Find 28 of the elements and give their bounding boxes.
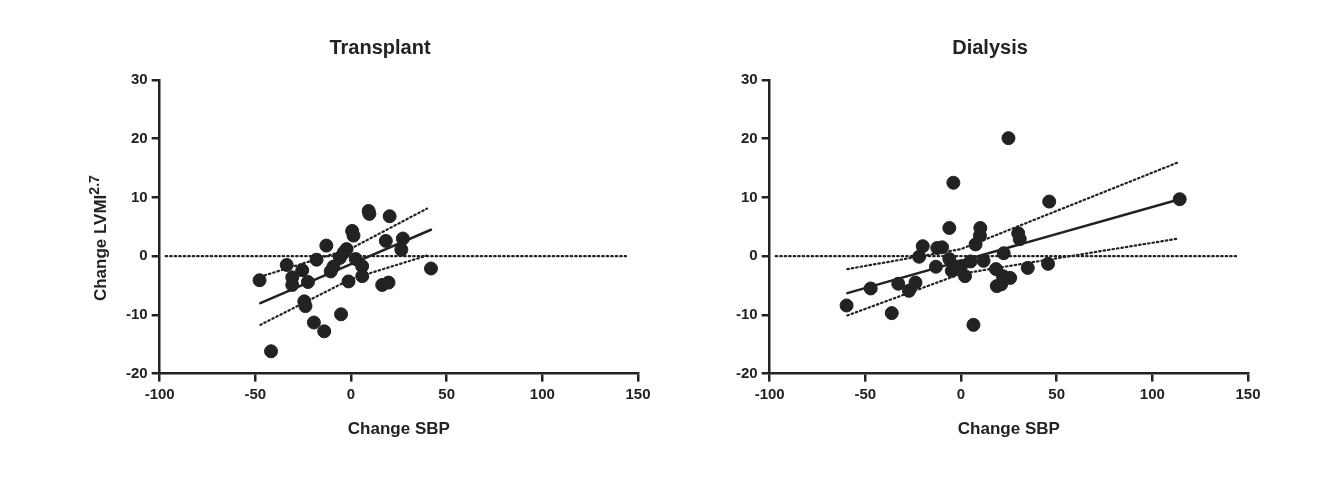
x-tick-label: 150	[1235, 384, 1261, 402]
y-tick-label: 10	[740, 187, 758, 205]
chart-title: Transplant	[329, 35, 431, 58]
y-tick-label: -20	[735, 363, 758, 381]
x-tick-label: 0	[346, 384, 356, 402]
y-tick-label: -20	[125, 363, 148, 381]
y-tick-label: 0	[749, 246, 758, 264]
y-tick-label: 30	[130, 70, 148, 88]
y-tick-label: 10	[130, 187, 148, 205]
y-tick-label: -10	[735, 305, 758, 323]
x-axis-title: Change SBP	[957, 419, 1060, 439]
x-axis-title: Change SBP	[347, 419, 450, 439]
y-tick-label: 20	[740, 128, 758, 146]
y-tick-label: 30	[740, 70, 758, 88]
x-tick-label: 50	[1048, 384, 1066, 402]
x-tick-label: -100	[754, 384, 785, 402]
x-tick-label: 0	[956, 384, 966, 402]
y-tick-label: 0	[139, 246, 148, 264]
y-tick-label: 20	[130, 128, 148, 146]
chart-title: Dialysis	[952, 35, 1028, 58]
y-tick-label: -10	[125, 305, 148, 323]
x-tick-label: 50	[438, 384, 456, 402]
x-tick-label: 100	[1139, 384, 1165, 402]
x-tick-label: -50	[244, 384, 267, 402]
x-tick-label: -100	[144, 384, 175, 402]
x-tick-label: 100	[529, 384, 555, 402]
x-tick-label: 150	[625, 384, 651, 402]
x-tick-label: -50	[854, 384, 877, 402]
